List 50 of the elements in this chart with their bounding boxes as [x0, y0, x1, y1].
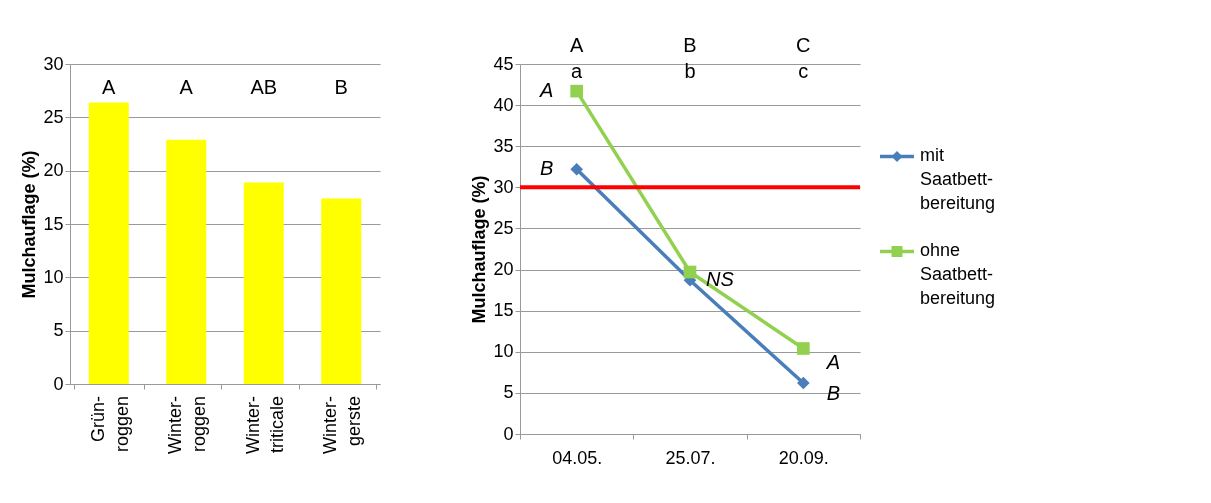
- y-axis-title: Mulchauflage (%): [19, 150, 40, 299]
- y-tick-label: 30: [493, 176, 514, 197]
- bar: [166, 139, 207, 384]
- y-tick-label: 0: [503, 423, 514, 444]
- x-tick-label: 04.05.: [552, 447, 603, 468]
- y-tick-label: 5: [53, 320, 64, 341]
- point: [570, 162, 583, 176]
- text: B: [683, 34, 697, 56]
- annotation: A: [102, 76, 117, 98]
- annotation: AB: [250, 76, 278, 98]
- point: [683, 265, 697, 279]
- bar: [243, 182, 284, 384]
- annotation: c: [798, 60, 809, 82]
- y-tick-label: 20: [493, 259, 514, 280]
- annotation: B: [826, 381, 841, 404]
- x-tick-label: 25.07.: [665, 447, 716, 468]
- y-tick-label: 0: [53, 373, 64, 394]
- annotation: A: [825, 350, 841, 373]
- y-axis-title: Mulchauflage (%): [469, 175, 490, 324]
- point: [797, 342, 810, 355]
- y-tick-label: 10: [493, 341, 514, 362]
- annotation: A: [538, 79, 554, 102]
- y-tick-label: 15: [493, 300, 514, 321]
- legend-label: mit Saatbett-bereitung: [920, 144, 996, 213]
- y-tick-label: 40: [493, 94, 514, 115]
- annotation: B: [334, 76, 348, 98]
- y-tick-label: 10: [43, 266, 64, 287]
- y-tick-label: 35: [493, 135, 514, 156]
- bar: [88, 102, 129, 384]
- text: C: [796, 34, 811, 56]
- annotation: B: [539, 157, 554, 180]
- text: A: [569, 34, 584, 56]
- annotation: A: [179, 76, 194, 98]
- annotation: NS: [706, 268, 735, 291]
- y-tick-label: 5: [503, 382, 514, 403]
- annotation: a: [571, 60, 584, 82]
- y-tick-label: 30: [43, 53, 64, 74]
- annotation: b: [684, 60, 696, 82]
- bar: [321, 198, 362, 384]
- y-tick-label: 25: [493, 217, 514, 238]
- point: [797, 376, 810, 390]
- y-tick-label: 45: [493, 53, 514, 74]
- y-tick-label: 25: [43, 106, 64, 127]
- y-tick-label: 20: [43, 160, 64, 181]
- x-tick-label: Winter-gerste: [320, 396, 365, 454]
- x-tick-label: Grün-roggen: [87, 396, 132, 453]
- point: [570, 84, 583, 98]
- x-tick-label: 20.09.: [778, 447, 829, 468]
- y-tick-label: 15: [43, 213, 64, 234]
- legend-label: ohne Saatbett-bereitung: [920, 239, 996, 308]
